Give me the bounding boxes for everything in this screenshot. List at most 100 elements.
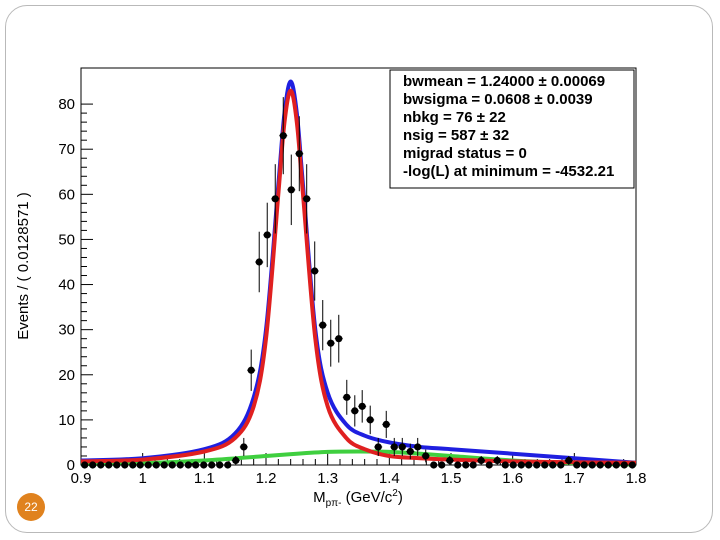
- data-point: [445, 455, 454, 465]
- data-point: [247, 349, 256, 391]
- data-point: [88, 461, 97, 469]
- x-axis-label-unit: (GeV/c: [341, 489, 392, 506]
- data-point: [255, 231, 264, 293]
- x-tick-label: 1: [138, 470, 146, 487]
- data-marker: [398, 443, 406, 451]
- data-marker: [620, 461, 628, 469]
- data-point: [152, 461, 161, 469]
- stats-line: nbkg = 76 ± 22: [403, 109, 506, 126]
- data-point: [437, 461, 446, 469]
- data-point: [469, 461, 478, 469]
- data-marker: [501, 461, 509, 469]
- data-point: [564, 455, 573, 465]
- data-marker: [612, 461, 620, 469]
- data-marker: [184, 461, 192, 469]
- data-point: [199, 461, 208, 469]
- x-tick-label: 1.3: [317, 470, 338, 487]
- x-tick-label: 1.7: [564, 470, 585, 487]
- data-point: [176, 461, 185, 469]
- data-point: [279, 97, 288, 175]
- data-point: [223, 461, 232, 469]
- data-point: [524, 461, 533, 469]
- data-marker: [430, 461, 438, 469]
- x-axis-label-sub: pπ-: [326, 498, 342, 509]
- x-axis-label-close: ): [398, 489, 403, 506]
- data-marker: [493, 456, 501, 465]
- y-tick-label: 10: [58, 412, 75, 429]
- data-marker: [200, 461, 208, 469]
- data-marker: [208, 461, 216, 469]
- data-marker: [311, 267, 319, 275]
- data-point: [509, 461, 518, 469]
- data-point: [318, 300, 327, 351]
- data-point: [620, 461, 629, 469]
- x-tick-label: 1.4: [379, 470, 400, 487]
- data-marker: [176, 461, 184, 469]
- data-marker: [240, 443, 248, 451]
- data-point: [485, 461, 494, 469]
- data-point: [287, 154, 296, 226]
- data-marker: [144, 461, 152, 469]
- y-tick-label: 60: [58, 186, 75, 203]
- data-marker: [469, 461, 477, 469]
- y-tick-label: 0: [67, 457, 75, 474]
- data-marker: [287, 186, 295, 194]
- data-marker: [358, 402, 366, 410]
- data-marker: [343, 393, 351, 401]
- data-point: [382, 410, 391, 438]
- data-point: [144, 461, 153, 469]
- data-marker: [509, 461, 517, 469]
- data-point: [421, 449, 430, 463]
- data-marker: [335, 335, 343, 343]
- data-marker: [97, 461, 105, 469]
- data-marker: [121, 461, 129, 469]
- data-point: [532, 461, 541, 469]
- data-marker: [588, 461, 596, 469]
- data-marker: [557, 461, 565, 469]
- data-point: [215, 461, 224, 469]
- data-point: [429, 461, 438, 469]
- stats-line: bwmean = 1.24000 ± 0.00069: [403, 73, 605, 90]
- data-point: [556, 461, 565, 469]
- fit-curves: [80, 79, 637, 467]
- data-point: [310, 241, 319, 301]
- data-marker: [477, 456, 485, 465]
- data-marker: [382, 420, 390, 428]
- data-points: [80, 97, 637, 469]
- data-point: [398, 437, 407, 456]
- data-point: [128, 461, 137, 469]
- data-marker: [596, 461, 604, 469]
- data-marker: [446, 456, 454, 465]
- page-number-badge: 22: [17, 493, 45, 521]
- data-point: [604, 461, 613, 469]
- data-point: [501, 461, 510, 469]
- data-point: [295, 116, 304, 192]
- x-tick-label: 1.5: [441, 470, 462, 487]
- data-point: [358, 390, 367, 423]
- data-point: [136, 461, 145, 469]
- data-point: [612, 461, 621, 469]
- data-marker: [279, 132, 287, 140]
- data-marker: [462, 461, 470, 469]
- data-point: [374, 437, 383, 456]
- data-point: [160, 461, 169, 469]
- y-tick-label: 20: [58, 367, 75, 384]
- data-marker: [89, 461, 97, 469]
- y-tick-label: 40: [58, 277, 75, 294]
- data-point: [96, 461, 105, 469]
- data-marker: [604, 461, 612, 469]
- data-marker: [533, 461, 541, 469]
- data-marker: [390, 443, 398, 451]
- data-point: [517, 461, 526, 469]
- data-point: [453, 461, 462, 469]
- data-marker: [129, 461, 137, 469]
- x-tick-label: 1.6: [502, 470, 523, 487]
- data-point: [271, 164, 280, 234]
- stats-box: [389, 69, 635, 189]
- data-marker: [232, 456, 240, 465]
- data-marker: [160, 461, 168, 469]
- x-tick-label: 0.9: [71, 470, 92, 487]
- data-point: [406, 443, 415, 460]
